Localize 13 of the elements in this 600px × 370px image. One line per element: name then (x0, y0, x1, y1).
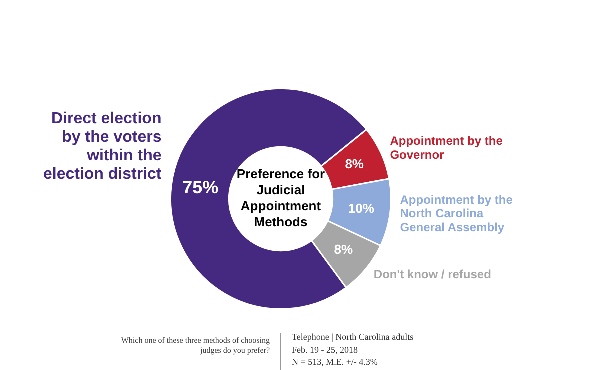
text: Which one of these three methods of choosing judges do you prefer? (120, 336, 270, 356)
data-label: 75% (182, 178, 219, 198)
slice-label: Appointment by the North Carolina General Assembly (400, 192, 514, 234)
slice-label: Direct election by the voters within the election district (43, 110, 162, 183)
text: N = 513, M.E. +/- 4.3% (292, 356, 379, 368)
text: Feb. 19 - 25, 2018 (292, 344, 359, 356)
data-label: 8% (334, 242, 354, 258)
text: Preference for Judicial Appointment Methods (236, 166, 326, 230)
data-label: 8% (345, 156, 364, 172)
text: Telephone | North Carolina adults (292, 331, 414, 344)
slice-label: Don't know / refused (374, 268, 492, 282)
data-label: 10% (348, 200, 375, 216)
slice-label: Appointment by the Governor (390, 134, 504, 162)
